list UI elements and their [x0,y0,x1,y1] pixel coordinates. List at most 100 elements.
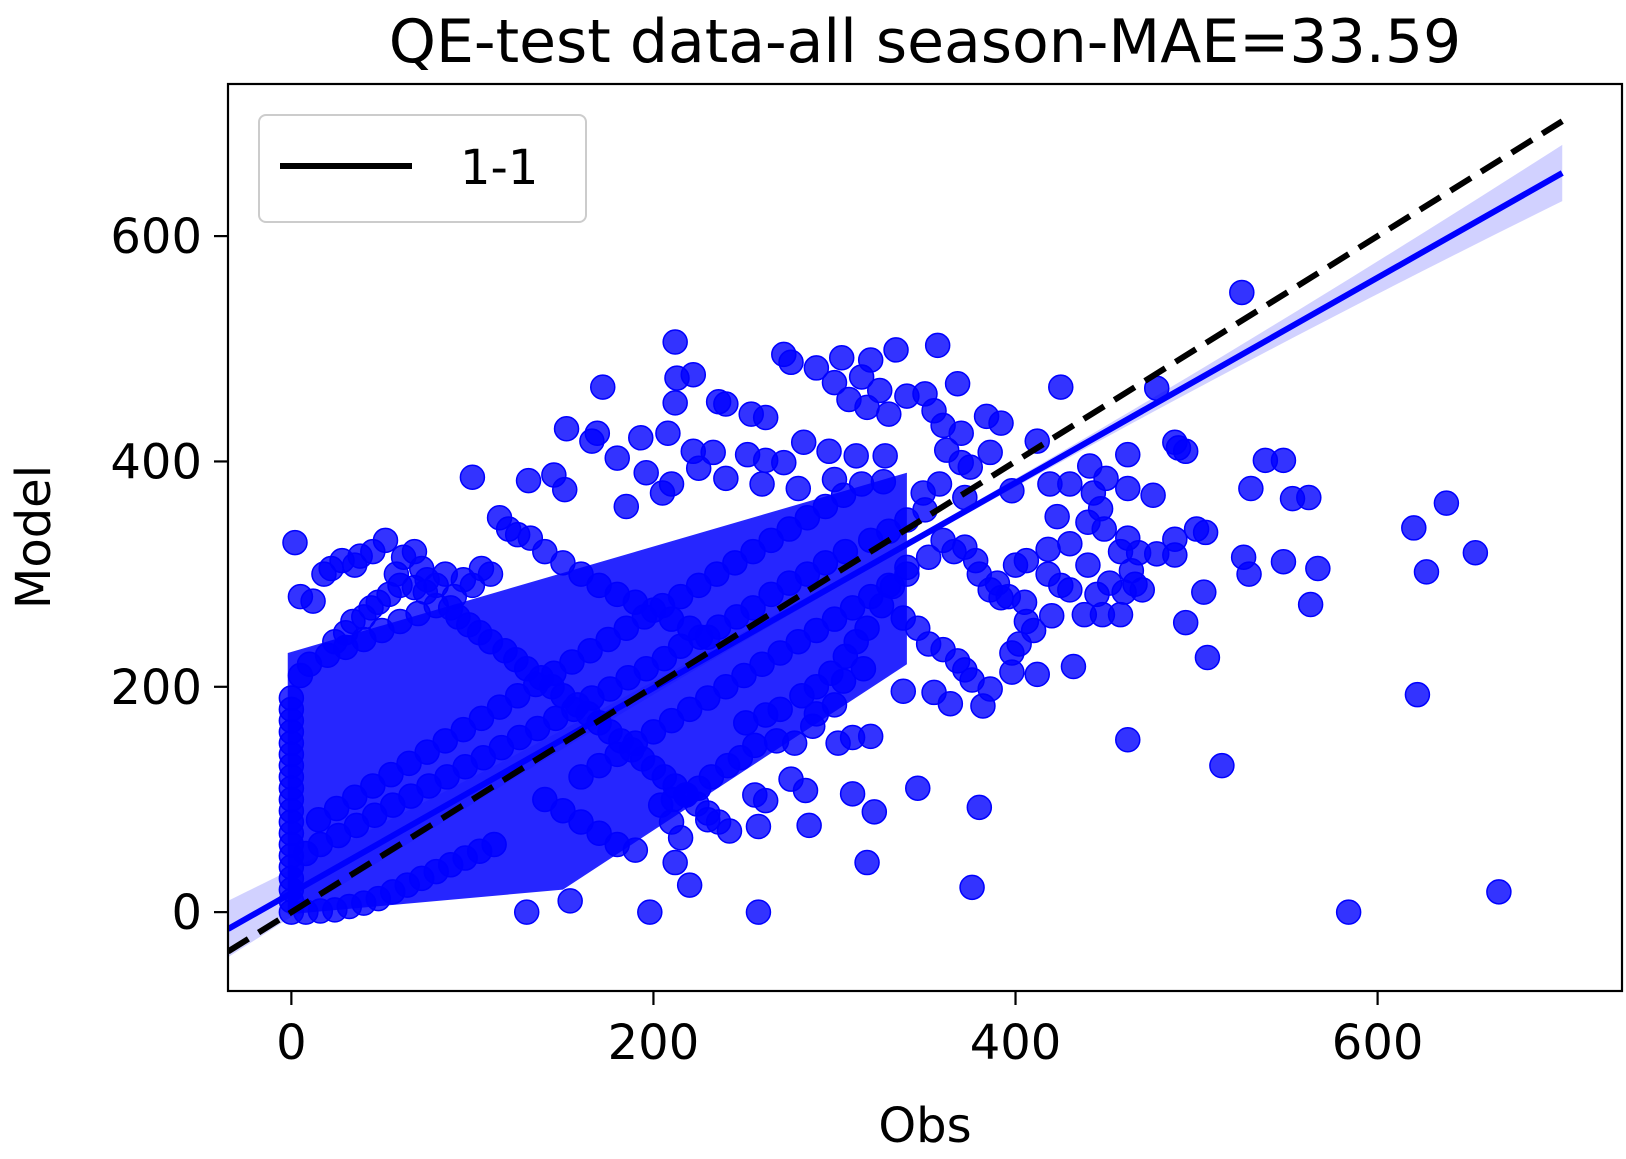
scatter-point [1335,899,1362,925]
scatter-point [604,741,630,768]
scatter-point [894,383,920,409]
scatter-point [658,471,685,497]
scatter-point [300,588,326,614]
scatter-point [1089,601,1116,628]
scatter-point [812,493,839,520]
scatter-point [700,439,726,466]
scatter-point [553,416,580,442]
scatter-point [579,428,605,454]
scatter-point [988,410,1014,436]
scatter-point [839,781,866,807]
scatter-point [662,390,688,416]
scatter-point [559,649,585,675]
scatter-point [649,592,676,619]
scatter-point [504,683,531,709]
scatter-point [637,899,663,925]
chart-title: QE-test data-all season-MAE=33.59 [389,7,1461,77]
scatter-point [615,665,641,691]
scatter-point [341,784,368,810]
scatter-point [1038,603,1065,629]
scatter-point [604,445,630,471]
scatter-point [523,671,549,698]
scatter-point [832,538,859,565]
scatter-point [282,529,308,556]
scatter-point [1091,516,1117,542]
scatter-point [905,775,931,801]
scatter-point [640,719,667,745]
scatter-point [796,812,822,839]
scatter-point [850,656,877,682]
scatter-point [977,439,1003,466]
x-tick-label: 400 [970,1015,1062,1071]
scatter-point [590,374,616,400]
scatter-point [695,685,721,711]
scatter-point [812,550,839,576]
scatter-point [1296,484,1322,511]
scatter-point [1209,752,1235,779]
y-tick-label: 600 [110,209,202,265]
scatter-point [800,713,826,739]
scatter-point [876,401,902,427]
y-tick-label: 400 [110,434,202,490]
scatter-point [803,355,830,381]
x-tick-label: 0 [276,1015,307,1071]
scatter-point [1107,538,1134,565]
scatter-point [486,694,513,720]
scatter-point [832,643,859,670]
scatter-point [1194,644,1221,671]
scatter-point [828,345,855,371]
plot-area [228,118,1564,958]
scatter-point [1413,559,1440,585]
scatter-point [360,773,386,799]
scatter-point [722,550,748,576]
scatter-point [412,579,439,605]
scatter-point [305,806,332,833]
scatter-point [854,394,880,421]
scatter-point [778,349,804,376]
scatter-point [655,420,681,447]
scatter-point [1035,536,1061,563]
scatter-point [676,696,703,723]
scatter-point [944,370,971,397]
scatter-point [695,624,721,650]
reference-line-1-1 [228,118,1564,955]
scatter-point [1270,548,1297,575]
scatter-point [740,538,766,565]
scatter-point [776,516,802,542]
scatter-point [414,739,440,765]
scatter-point [1172,609,1199,636]
scatter-series [278,279,1512,925]
scatter-point [278,685,305,711]
scatter-point [821,369,848,396]
scatter-point [789,683,815,709]
scatter-point [930,527,956,554]
x-axis-label: Obs [878,1098,971,1154]
scatter-point [568,809,594,835]
scatter-point [450,567,477,593]
plot-frame [226,82,1624,993]
scatter-point [680,361,707,388]
scatter-point [586,820,612,847]
scatter-point [1057,471,1083,497]
scatter-point [550,797,576,824]
scatter-point [926,471,953,497]
scatter-point [872,443,898,469]
scatter-point [758,527,784,554]
y-axis: 0 200 400 600 [110,209,228,941]
scatter-point [921,679,947,706]
scatter-point [1462,539,1489,566]
y-tick-label: 200 [110,660,202,716]
scatter-point [1404,681,1431,708]
scatter-point [866,377,893,404]
scatter-point [633,459,659,486]
scatter-point [752,787,779,814]
scatter-point [1236,561,1262,587]
scatter-point [323,795,350,822]
scatter-point [622,837,649,863]
scatter-point [1305,555,1331,582]
scatter-point [468,705,495,732]
scatter-point [959,874,985,901]
x-tick-label: 200 [608,1015,700,1071]
scatter-point [745,813,772,840]
scatter-point [821,606,848,632]
